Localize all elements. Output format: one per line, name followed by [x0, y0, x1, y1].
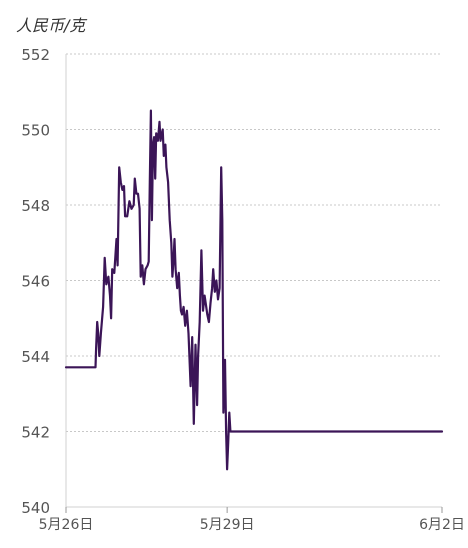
series-layer: [64, 109, 444, 471]
y-tick-label: 540: [21, 499, 50, 517]
y-tick-label: 546: [21, 273, 50, 291]
y-tick-label: 542: [21, 424, 50, 442]
tick-labels: 540 542 544 546 548 550 552 5月26日 5月29日 6月2日: [21, 46, 465, 533]
x-tick-label: 6月2日: [419, 517, 465, 533]
y-tick-label: 552: [21, 46, 50, 64]
gridlines: [66, 53, 442, 432]
price-series-line: [64, 109, 444, 471]
x-tick-label: 5月29日: [200, 517, 255, 533]
y-tick-label: 544: [21, 348, 50, 366]
axes: [65, 54, 443, 513]
y-axis-unit-label: 人民币/克: [16, 16, 86, 35]
x-tick-label: 5月26日: [39, 517, 94, 533]
y-tick-label: 548: [21, 197, 50, 215]
y-tick-label: 550: [21, 122, 50, 140]
